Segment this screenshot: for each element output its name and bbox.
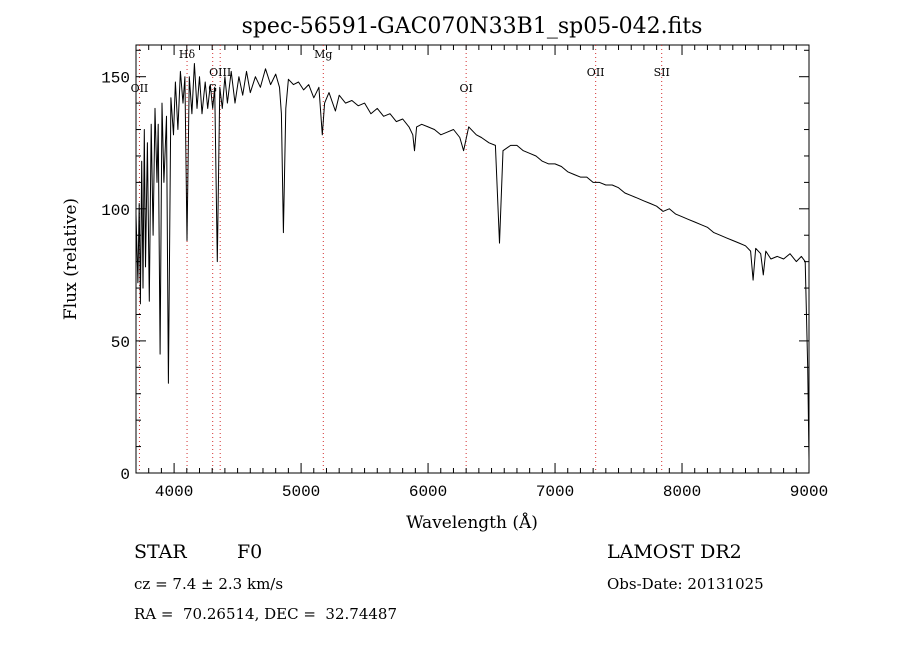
x-tick-label: 7000	[536, 483, 574, 501]
y-tick-label: 100	[101, 202, 130, 220]
emission-line-label: OIII	[209, 66, 231, 79]
y-tick-label: 50	[111, 334, 130, 352]
x-tick-label: 8000	[663, 483, 701, 501]
emission-line-label: OI	[459, 82, 472, 95]
y-tick-label: 150	[101, 70, 130, 88]
plot-frame	[135, 44, 810, 474]
coordinates: RA = 70.26514, DEC = 32.74487	[134, 605, 398, 623]
object-class: STAR	[134, 541, 187, 563]
emission-line-label: OII	[131, 82, 149, 95]
emission-line-label: OII	[587, 66, 605, 79]
chart-title: spec-56591-GAC070N33B1_sp05-042.fits	[242, 14, 703, 39]
x-tick-label: 5000	[282, 483, 320, 501]
emission-line-label: G	[208, 82, 217, 95]
emission-line-label: Mg	[314, 48, 332, 61]
x-tick-label: 6000	[409, 483, 447, 501]
emission-line-label: SII	[654, 66, 670, 79]
y-axis-label: Flux (relative)	[61, 198, 81, 320]
emission-line-label: Hδ	[179, 48, 196, 61]
spectrum-line	[135, 63, 810, 460]
redshift-cz: cz = 7.4 ± 2.3 km/s	[134, 575, 284, 593]
observation-date: Obs-Date: 20131025	[607, 575, 764, 593]
x-axis-label: Wavelength (Å)	[406, 512, 538, 533]
x-tick-label: 4000	[155, 483, 193, 501]
x-tick-label: 9000	[790, 483, 828, 501]
spectral-subclass: F0	[237, 541, 263, 563]
survey-name: LAMOST DR2	[607, 541, 742, 563]
y-tick-label: 0	[120, 466, 130, 484]
